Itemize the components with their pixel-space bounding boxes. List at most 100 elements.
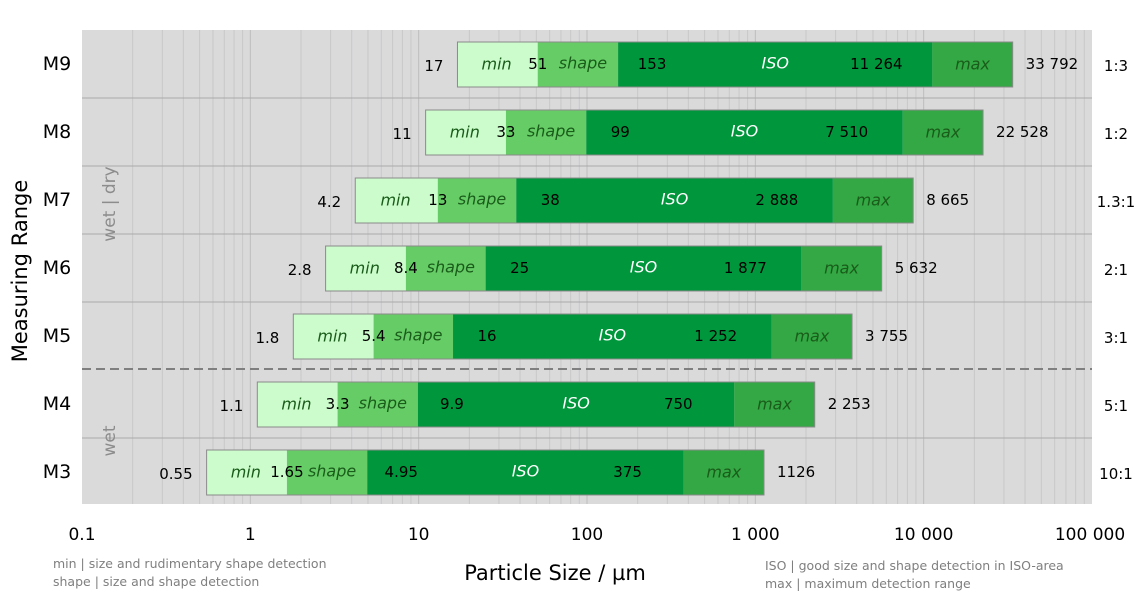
- row-name: M3: [43, 461, 71, 483]
- ratio-value: 1:2: [1104, 125, 1128, 143]
- group-label-wet: wet: [100, 425, 120, 456]
- row-m3: M3 0.55 1.65 4.95 375 1126 min shape ISO max 10:1: [43, 449, 1133, 496]
- bar-outline: [354, 177, 914, 224]
- max-segment: [832, 178, 914, 223]
- max-segment-label: max: [925, 123, 960, 142]
- min-segment-label: min: [231, 463, 261, 482]
- iso-segment: [485, 246, 802, 291]
- iso-segment-label: ISO: [599, 326, 626, 345]
- shape-segment-label: shape: [427, 258, 475, 277]
- max-segment: [734, 382, 815, 427]
- shape-segment: [286, 450, 368, 495]
- shape-start-value: 13: [428, 191, 447, 209]
- legend-note-iso: ISO | good size and shape detection in I…: [765, 558, 1064, 573]
- row-name: M7: [43, 189, 71, 211]
- x-axis-label: Particle Size / µm: [464, 561, 646, 585]
- ratio-value: 2:1: [1104, 261, 1128, 279]
- iso-end-value: 11 264: [850, 55, 903, 73]
- bar-outline: [456, 41, 1014, 88]
- x-tick-label: 10 000: [894, 525, 953, 545]
- min-segment: [457, 42, 538, 87]
- bar-outline: [325, 245, 883, 292]
- iso-segment-label: ISO: [562, 394, 589, 413]
- iso-segment-label: ISO: [731, 122, 758, 141]
- min-start-value: 17: [424, 57, 443, 75]
- max-segment-label: max: [955, 55, 990, 74]
- x-tick-label: 1 000: [731, 525, 780, 545]
- iso-segment: [453, 314, 772, 359]
- ratio-value: 10:1: [1099, 465, 1133, 483]
- min-start-value: 1.8: [255, 329, 279, 347]
- legend-note-right: ISO | good size and shape detection in I…: [765, 557, 1064, 593]
- shape-start-value: 51: [528, 55, 547, 73]
- iso-start-value: 153: [638, 55, 667, 73]
- legend-note-min: min | size and rudimentary shape detecti…: [53, 556, 327, 571]
- iso-start-value: 4.95: [385, 463, 418, 481]
- max-segment-label: max: [856, 191, 891, 210]
- row-name: M8: [43, 121, 71, 143]
- shape-segment-label: shape: [359, 394, 407, 413]
- row-m7: M7 4.2 13 38 2 888 8 665 min shape ISO max 1.3:1: [43, 177, 1135, 224]
- iso-segment-label: ISO: [661, 190, 688, 209]
- shape-segment-label: shape: [458, 190, 506, 209]
- shape-segment: [337, 382, 418, 427]
- iso-end-value: 750: [664, 395, 693, 413]
- shape-segment: [437, 178, 517, 223]
- shape-start-value: 1.65: [270, 463, 303, 481]
- bar-outline: [206, 449, 765, 496]
- x-tick-label: 100 000: [1055, 525, 1125, 545]
- min-segment: [355, 178, 438, 223]
- iso-start-value: 16: [477, 327, 496, 345]
- min-segment-label: min: [317, 327, 347, 346]
- min-segment-label: min: [482, 55, 512, 74]
- shape-start-value: 8.4: [394, 259, 418, 277]
- max-end-value: 33 792: [1026, 55, 1079, 73]
- group-label-wet-dry: wet | dry: [100, 166, 120, 241]
- iso-end-value: 2 888: [755, 191, 798, 209]
- iso-segment: [516, 178, 833, 223]
- iso-start-value: 25: [510, 259, 529, 277]
- row-m8: M8 11 33 99 7 510 22 528 min shape ISO max 1:2: [43, 109, 1128, 156]
- iso-segment: [618, 42, 933, 87]
- max-segment-label: max: [794, 327, 829, 346]
- shape-start-value: 5.4: [362, 327, 386, 345]
- x-tick-label: 100: [571, 525, 603, 545]
- shape-segment-label: shape: [394, 326, 442, 345]
- min-start-value: 0.55: [159, 465, 192, 483]
- x-axis-ticks: 0.1 1 10 100 1 000 10 000 100 000: [68, 525, 1125, 545]
- iso-start-value: 99: [611, 123, 630, 141]
- min-segment: [257, 382, 338, 427]
- max-segment-label: max: [757, 395, 792, 414]
- min-segment-label: min: [281, 395, 311, 414]
- iso-end-value: 1 252: [694, 327, 737, 345]
- legend-note-max: max | maximum detection range: [765, 576, 971, 591]
- min-segment: [293, 314, 374, 359]
- x-tick-label: 0.1: [68, 525, 95, 545]
- shape-start-value: 33: [496, 123, 515, 141]
- bar-outline: [292, 313, 853, 360]
- row-name: M6: [43, 257, 71, 279]
- max-end-value: 3 755: [865, 327, 908, 345]
- shape-start-value: 3.3: [326, 395, 350, 413]
- shape-segment-label: shape: [527, 122, 575, 141]
- min-start-value: 2.8: [288, 261, 312, 279]
- min-segment-label: min: [380, 191, 410, 210]
- range-rows: M9 17 51 153 11 264 33 792 min shape ISO max 1:3 M8…: [43, 41, 1135, 496]
- bar-outline: [425, 109, 984, 156]
- bar-outline: [256, 381, 816, 428]
- shape-segment-label: shape: [308, 462, 356, 481]
- iso-segment-label: ISO: [630, 258, 657, 277]
- ratio-value: 3:1: [1104, 329, 1128, 347]
- max-end-value: 1126: [777, 463, 815, 481]
- max-segment-label: max: [824, 259, 859, 278]
- row-name: M9: [43, 53, 71, 75]
- iso-segment: [417, 382, 735, 427]
- iso-segment-label: ISO: [761, 54, 788, 73]
- max-segment: [801, 246, 882, 291]
- legend-note-shape: shape | size and shape detection: [53, 574, 260, 589]
- x-tick-label: 1: [245, 525, 256, 545]
- min-segment-label: min: [350, 259, 380, 278]
- min-segment: [425, 110, 506, 155]
- y-axis-label: Measuring Range: [8, 180, 32, 363]
